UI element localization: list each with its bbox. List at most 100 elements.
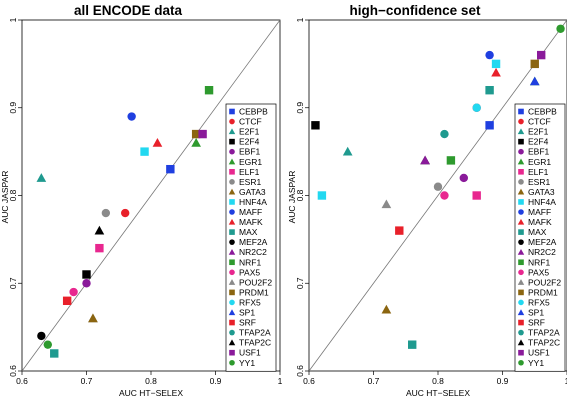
legend-label: EGR1 <box>528 157 551 167</box>
y-axis-label: AUC JASPAR <box>0 171 10 224</box>
legend-marker-esr1 <box>518 179 524 185</box>
data-point-mafk <box>491 67 501 77</box>
legend-label: SRF <box>528 318 545 328</box>
legend-marker-rfx5 <box>518 299 524 306</box>
data-point-hnf4a <box>140 147 149 156</box>
data-point-elf1 <box>472 191 481 200</box>
data-point-max <box>50 349 59 358</box>
legend-marker-cebpb <box>518 108 524 115</box>
y-tick-label: 1 <box>8 17 18 22</box>
x-tick-label: 0.9 <box>210 376 222 386</box>
legend-label: YY1 <box>528 358 544 368</box>
data-point-tfap2c <box>94 225 105 235</box>
data-point-e2f1 <box>36 173 47 182</box>
legend-label: RFX5 <box>528 297 550 307</box>
data-point-gata3 <box>88 313 98 323</box>
points <box>311 24 565 349</box>
legend-label: MAX <box>239 227 258 237</box>
data-point-ctcf <box>121 208 130 218</box>
y-tick-label: 1 <box>295 17 305 22</box>
data-point-usf1 <box>198 129 207 139</box>
legend-label: EBF1 <box>528 147 550 157</box>
legend-label: RFX5 <box>239 297 261 307</box>
data-point-elf1 <box>95 243 104 253</box>
data-point-yy1 <box>43 340 52 349</box>
legend-label: TFAP2A <box>528 328 560 338</box>
legend-label: NR2C2 <box>528 247 556 257</box>
data-point-nrf1 <box>204 86 214 95</box>
legend-label: E2F1 <box>528 127 549 137</box>
legend-label: TFAP2A <box>239 328 271 338</box>
data-point-pax5 <box>69 287 78 297</box>
legend-marker-tfap2c <box>517 339 525 346</box>
y-tick-label: 0.6 <box>8 365 18 377</box>
legend-label: MEF2A <box>528 237 557 247</box>
legend-label: HNF4A <box>239 197 267 207</box>
legend-label: ESR1 <box>239 177 261 187</box>
data-point-hnf4a <box>317 191 327 200</box>
data-point-maff <box>485 50 494 60</box>
data-point-cebpb <box>166 164 175 174</box>
data-point-ebf1 <box>459 173 468 183</box>
legend-marker-usf1 <box>229 349 235 356</box>
legend-label: PAX5 <box>528 267 549 277</box>
legend-label: MAFK <box>528 217 552 227</box>
data-point-e2f4 <box>82 270 91 279</box>
legend-marker-tfap2c <box>228 339 236 346</box>
legend-label: CTCF <box>239 117 262 127</box>
x-tick-label: 1 <box>565 376 567 386</box>
x-tick-label: 0.7 <box>368 376 380 386</box>
legend-label: MAFF <box>239 207 262 217</box>
y-tick-label: 0.7 <box>295 277 305 289</box>
legend-marker-egr1 <box>228 158 236 165</box>
legend-marker-srf <box>229 319 235 326</box>
data-point-usf1 <box>537 50 546 60</box>
legend-label: PAX5 <box>239 267 260 277</box>
legend-label: NR2C2 <box>239 247 267 257</box>
data-point-cebpb <box>485 121 494 130</box>
legend-label: ELF1 <box>239 167 260 177</box>
legend-label: SP1 <box>239 308 255 318</box>
data-point-e2f4 <box>311 121 320 130</box>
legend-marker-mafk <box>228 218 236 225</box>
legend-marker-pax5 <box>229 269 235 276</box>
legend-label: SP1 <box>528 308 544 318</box>
x-tick-label: 0.8 <box>145 376 157 386</box>
legend: CEBPBCTCFE2F1E2F4EBF1EGR1ELF1ESR1GATA3HN… <box>225 103 277 372</box>
y-ticks: 0.6 0.7 0.8 0.9 1 <box>8 17 22 377</box>
legend-marker-tfap2a <box>518 329 524 336</box>
legend-marker-e2f1 <box>517 128 525 135</box>
legend-marker-yy1 <box>229 359 235 366</box>
legend-label: POU2F2 <box>239 277 272 287</box>
y-tick-label: 0.9 <box>295 102 305 114</box>
legend-label: CEBPB <box>239 107 268 117</box>
legend-marker-e2f4 <box>518 138 524 145</box>
legend-label: TFAP2C <box>239 338 271 348</box>
points <box>36 86 214 358</box>
data-point-nr2c2 <box>420 155 430 165</box>
legend-marker-max <box>229 229 235 235</box>
legend-label: GATA3 <box>528 187 555 197</box>
legend-label: TFAP2C <box>528 338 560 348</box>
legend-marker-srf <box>518 319 524 326</box>
data-point-esr1 <box>101 208 111 218</box>
x-axis-label: AUC HT−SELEX <box>406 388 470 398</box>
data-point-tfap2a <box>440 129 449 139</box>
data-point-esr1 <box>433 182 443 191</box>
legend-marker-sp1 <box>228 309 236 316</box>
data-point-pou2f2 <box>381 199 392 209</box>
legend-label: SRF <box>239 318 256 328</box>
panel-high-confidence: high−confidence set AUC HT−SELEX AUC JAS… <box>287 3 567 398</box>
legend-marker-nr2c2 <box>228 248 236 255</box>
legend-marker-elf1 <box>518 169 524 175</box>
legend-marker-sp1 <box>517 309 525 316</box>
x-tick-label: 0.8 <box>432 376 444 386</box>
legend-label: USF1 <box>528 348 550 358</box>
legend-label: CTCF <box>528 117 551 127</box>
legend-label: CEBPB <box>528 107 557 117</box>
legend-label: E2F1 <box>239 127 260 137</box>
legend-label: MAX <box>528 227 547 237</box>
y-tick-label: 0.8 <box>8 189 18 201</box>
y-tick-label: 0.6 <box>295 365 305 377</box>
